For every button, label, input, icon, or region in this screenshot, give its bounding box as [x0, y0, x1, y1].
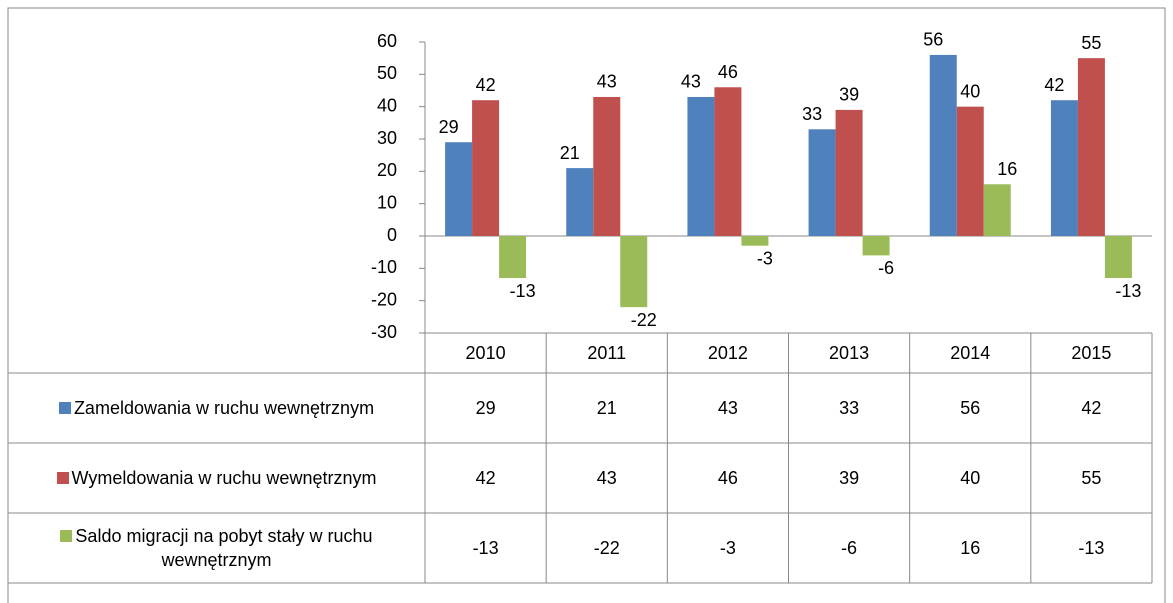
bar	[956, 106, 984, 237]
data-label: 43	[681, 72, 701, 92]
bar	[714, 87, 742, 237]
legend-label: Wymeldowania w ruchu wewnętrznym	[71, 468, 377, 488]
x-tick-label: 2015	[1071, 343, 1111, 363]
bar	[1077, 58, 1105, 236]
legend-key	[58, 402, 71, 414]
data-label: 21	[560, 143, 580, 163]
table-value: 42	[1081, 398, 1101, 418]
bar	[1104, 236, 1132, 279]
data-label: 43	[597, 72, 617, 92]
table-value: 39	[839, 468, 859, 488]
data-label: -3	[757, 248, 773, 268]
bar	[983, 184, 1011, 236]
data-label: 42	[476, 75, 496, 95]
table-value: -22	[594, 538, 620, 558]
table-value: 55	[1081, 468, 1101, 488]
data-label: -13	[1115, 281, 1141, 301]
legend-key	[56, 472, 69, 484]
legend-entry: Wymeldowania w ruchu wewnętrznym	[8, 443, 425, 513]
data-label: 16	[997, 159, 1017, 179]
bar	[593, 96, 621, 236]
table-value: -13	[473, 538, 499, 558]
bar	[1050, 100, 1078, 236]
y-tick-label: 40	[377, 95, 397, 115]
legend-label: Saldo migracji na pobyt stały w ruchu we…	[75, 526, 373, 570]
bar	[472, 100, 500, 236]
table-value: 56	[960, 398, 980, 418]
y-tick-label: -30	[371, 322, 397, 342]
bar	[929, 54, 957, 236]
x-tick-label: 2012	[708, 343, 748, 363]
y-tick-label: 20	[377, 160, 397, 180]
bar	[741, 236, 769, 246]
table-value: 16	[960, 538, 980, 558]
legend-entry: Saldo migracji na pobyt stały w ruchu we…	[8, 513, 425, 583]
table-value: -13	[1078, 538, 1104, 558]
legend-entry: Zameldowania w ruchu wewnętrznym	[8, 373, 425, 443]
table-value: 46	[718, 468, 738, 488]
table-value: 21	[597, 398, 617, 418]
legend-key	[60, 530, 73, 542]
data-label: -13	[510, 281, 536, 301]
table-value: 43	[597, 468, 617, 488]
x-tick-label: 2014	[950, 343, 990, 363]
y-tick-label: 0	[387, 225, 397, 245]
x-tick-label: 2013	[829, 343, 869, 363]
table-value: 33	[839, 398, 859, 418]
table-value: -6	[841, 538, 857, 558]
table-value: 43	[718, 398, 738, 418]
y-tick-label: 10	[377, 192, 397, 212]
table-value: 40	[960, 468, 980, 488]
bar	[499, 236, 527, 279]
data-label: 42	[1044, 75, 1064, 95]
bar	[620, 236, 648, 308]
data-label: 46	[718, 62, 738, 82]
y-tick-label: 30	[377, 128, 397, 148]
y-tick-label: 60	[377, 31, 397, 51]
y-tick-label: -20	[371, 289, 397, 309]
x-tick-label: 2010	[466, 343, 506, 363]
table-value: 29	[476, 398, 496, 418]
bar	[566, 168, 594, 236]
bar	[862, 236, 890, 256]
data-label: 56	[923, 30, 943, 50]
data-label: -22	[631, 310, 657, 330]
data-label: 39	[839, 85, 859, 105]
table-value: -3	[720, 538, 736, 558]
data-label: 40	[960, 81, 980, 101]
bar	[687, 96, 715, 236]
y-tick-label: 50	[377, 63, 397, 83]
chart-frame	[7, 7, 1166, 603]
bar	[445, 142, 473, 236]
data-label: 55	[1081, 33, 1101, 53]
y-tick-label: -10	[371, 257, 397, 277]
data-label: -6	[878, 258, 894, 278]
legend-label: Zameldowania w ruchu wewnętrznym	[73, 398, 375, 418]
x-tick-label: 2011	[587, 343, 626, 363]
bar	[835, 109, 863, 236]
bar	[808, 129, 836, 236]
data-label: 33	[802, 104, 822, 124]
table-value: 42	[476, 468, 496, 488]
data-label: 29	[439, 117, 459, 137]
